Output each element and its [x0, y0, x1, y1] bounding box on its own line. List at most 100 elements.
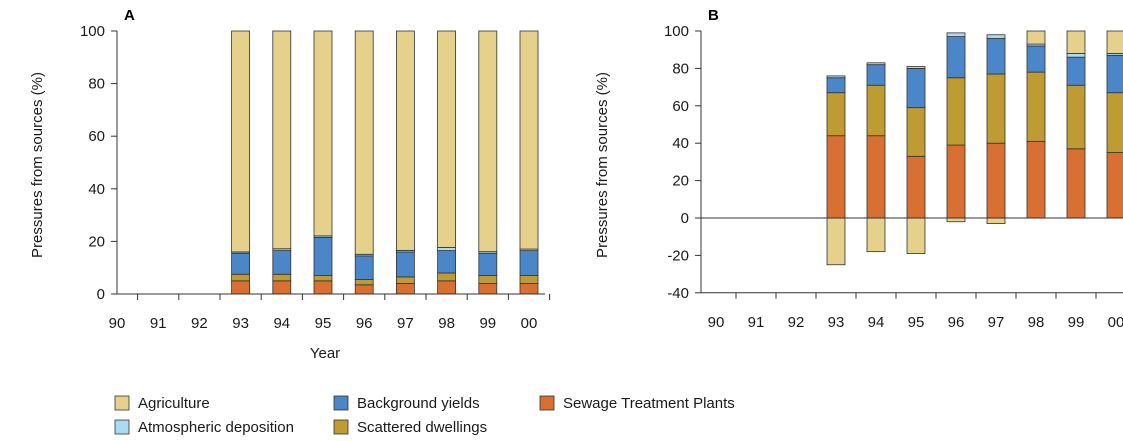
panel-a-x-tick-label: 96 [356, 315, 373, 332]
panel-b-x-tick-label: 00 [1108, 314, 1123, 331]
panel-a-bar-segment [395, 30, 415, 251]
panel-a-x-tick-label: 00 [521, 315, 538, 332]
panel-b-x-tick-label: 96 [948, 314, 965, 331]
panel-b-bar-segment [906, 217, 926, 254]
panel-a-bar-segment [354, 255, 374, 280]
legend-swatch-background-yields [333, 395, 349, 411]
panel-b-x-tick-label: 99 [1068, 314, 1085, 331]
legend-label-background-yields: Background yields [357, 395, 480, 412]
panel-b-bar-segment [1026, 71, 1046, 142]
panel-a-letter: A [124, 7, 135, 24]
panel-b-bar-segment [1066, 56, 1086, 86]
panel-b-bar-segment [866, 217, 886, 253]
panel-a-bar-segment [395, 251, 415, 278]
panel-a-y-ticks: 0 20 40 60 80 100 [80, 23, 117, 303]
panel-a-y-tick-label: 0 [97, 286, 105, 303]
panel-a: A Pressures from sources (%) Year 0 20 40 6… [29, 7, 551, 362]
panel-b-x-tick-label: 93 [828, 314, 845, 331]
panel-a-y-tick-label: 20 [88, 233, 105, 250]
panel-b-bar-segment [946, 217, 966, 223]
panel-b-x-tick-label: 90 [708, 314, 725, 331]
panel-b-x-tick-label: 92 [788, 314, 805, 331]
panel-a-bar-segment [437, 280, 457, 295]
panel-a-bar-segment [313, 280, 333, 295]
panel-b-bar-segment [1026, 45, 1046, 73]
panel-b-bar-segment [866, 84, 886, 137]
panel-b-bar-segment [866, 135, 886, 219]
panel-a-y-tick-label: 60 [88, 128, 105, 145]
panel-b-bar-segment [1066, 148, 1086, 219]
panel-a-bar-segment [354, 279, 374, 286]
panel-a-bar-segment [272, 280, 292, 295]
panel-a-x-tick-label: 90 [109, 315, 126, 332]
panel-a-bar-segment [231, 30, 251, 253]
panel-a-y-tick-label: 80 [88, 76, 105, 93]
panel-a-bar-segment [231, 280, 251, 295]
panel-b-bar-segment [946, 32, 966, 38]
panel-b-bar-segment [906, 66, 926, 69]
panel-b-bar-segment [986, 38, 1006, 75]
panel-b-bar-segment [826, 92, 846, 137]
panel-b-y-tick-label: -40 [667, 285, 689, 302]
panel-a-x-tick-label: 98 [438, 315, 455, 332]
panel-b-bars [826, 30, 1123, 266]
panel-a-x-axis-label: Year [310, 345, 340, 362]
panel-a-x-tick-label: 95 [315, 315, 332, 332]
legend-swatch-scattered-dwellings [333, 419, 349, 435]
panel-a-x-tick-label: 91 [150, 315, 167, 332]
panel-a-x-tick-label: 92 [191, 315, 208, 332]
panel-b-x-ticks: 90 91 92 93 94 95 96 97 98 99 00 [708, 292, 1123, 331]
panel-b-bar-segment [1066, 84, 1086, 150]
panel-b-bar-segment [1106, 54, 1123, 94]
panel-a-x-tick-label: 99 [479, 315, 496, 332]
panel-b-y-ticks: -40 -20 0 20 40 60 80 100 [664, 23, 701, 302]
panel-a-x-ticks: 90 91 92 93 94 95 96 97 98 99 00 [109, 294, 551, 332]
panel-a-bar-segment [272, 30, 292, 250]
panel-b-axes [700, 31, 1123, 294]
panel-b-bar-segment [906, 68, 926, 109]
panel-b-bar-segment [866, 62, 886, 66]
legend-label-scattered-dwellings: Scattered dwellings [357, 419, 487, 436]
panel-a-bars [231, 30, 539, 295]
panel-a-x-tick-label: 97 [397, 315, 414, 332]
panel-a-bar-segment [437, 247, 457, 252]
panel-a-bar-segment [519, 250, 539, 276]
panel-a-bar-segment [437, 272, 457, 282]
panel-a-bar-segment [519, 30, 539, 250]
panel-a-x-tick-label: 93 [232, 315, 249, 332]
panel-a-bar-segment [519, 283, 539, 295]
panel-b-bar-segment [826, 135, 846, 219]
panel-b-bar-segment [1026, 30, 1046, 45]
panel-a-x-tick-label: 94 [273, 315, 290, 332]
panel-a-axes [116, 31, 545, 295]
panel-b-bar-segment [906, 155, 926, 219]
panel-a-bar-segment [437, 250, 457, 274]
panel-b-x-tick-label: 97 [988, 314, 1005, 331]
panel-b-bar-segment [826, 75, 846, 79]
panel-b: B Pressures from sources (%) -40 -20 0 20 40… [594, 7, 1123, 331]
panel-b-y-tick-label: -20 [667, 247, 689, 264]
panel-b-y-tick-label: 20 [672, 173, 689, 190]
panel-a-bar-segment [354, 30, 374, 255]
panel-a-bar-segment [313, 237, 333, 276]
panel-b-bar-segment [1066, 53, 1086, 58]
panel-b-x-tick-label: 98 [1028, 314, 1045, 331]
panel-b-bar-segment [946, 144, 966, 219]
panel-a-bar-segment [395, 276, 415, 284]
panel-b-bar-segment [1026, 140, 1046, 219]
panel-a-bar-segment [478, 283, 498, 295]
panel-b-bar-segment [1066, 30, 1086, 54]
panel-b-bar-segment [1106, 92, 1123, 153]
panel-a-y-tick-label: 40 [88, 181, 105, 198]
panel-b-bar-segment [986, 142, 1006, 219]
panel-b-y-tick-label: 40 [672, 135, 689, 152]
panel-b-bar-segment [986, 217, 1006, 225]
panel-b-letter: B [708, 7, 719, 24]
legend-swatch-agriculture [114, 395, 130, 411]
panel-a-bar-segment [231, 252, 251, 275]
panel-b-y-tick-label: 60 [672, 98, 689, 115]
panel-a-bar-segment [354, 284, 374, 295]
panel-b-x-tick-label: 94 [868, 314, 885, 331]
legend-label-agriculture: Agriculture [138, 395, 210, 412]
